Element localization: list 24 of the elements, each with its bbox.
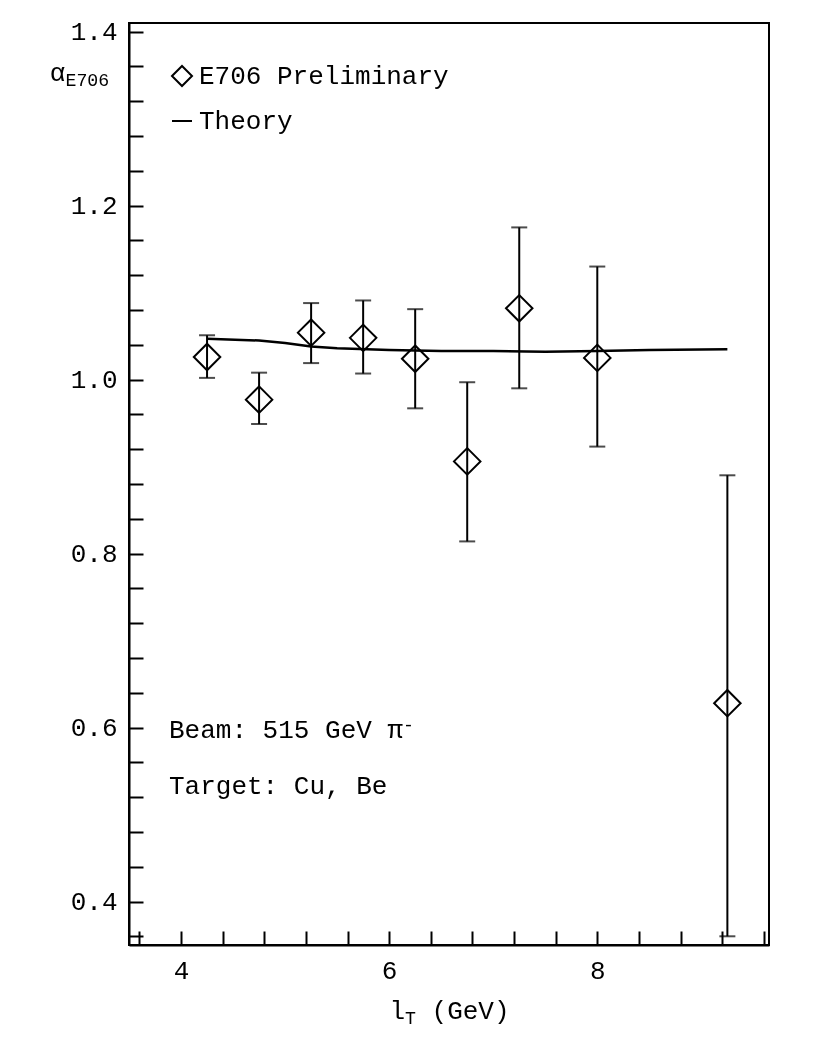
legend-label: Theory (199, 107, 293, 137)
point (583, 343, 612, 373)
point (348, 323, 378, 353)
point (452, 447, 482, 476)
x-tick-label: 4 (173, 956, 190, 987)
x-axis-title: l$_{T}$ (GeV) (389, 996, 510, 1029)
annotation: Target: Cu, Be (169, 772, 388, 802)
point (192, 342, 222, 372)
y-tick-label: 0.6 (70, 714, 118, 745)
y-tick-label: 0.8 (70, 540, 118, 571)
point (400, 344, 430, 373)
x-tick-label: 8 (589, 956, 606, 987)
legend-label: E706 Preliminary (199, 62, 449, 92)
point (505, 294, 534, 323)
point (244, 385, 274, 414)
point (296, 318, 326, 347)
x-tick-label: 6 (381, 956, 398, 987)
y-tick-label: 0.4 (70, 888, 118, 919)
annotation: Beam: 515 GeV π$^{-}$ (169, 715, 414, 746)
y-tick-label: 1.0 (70, 366, 118, 397)
y-tick-label: 1.4 (70, 18, 118, 49)
point (713, 688, 742, 718)
y-axis-title: α$_{E706}$ (49, 58, 110, 91)
y-tick-label: 1.2 (70, 192, 118, 223)
